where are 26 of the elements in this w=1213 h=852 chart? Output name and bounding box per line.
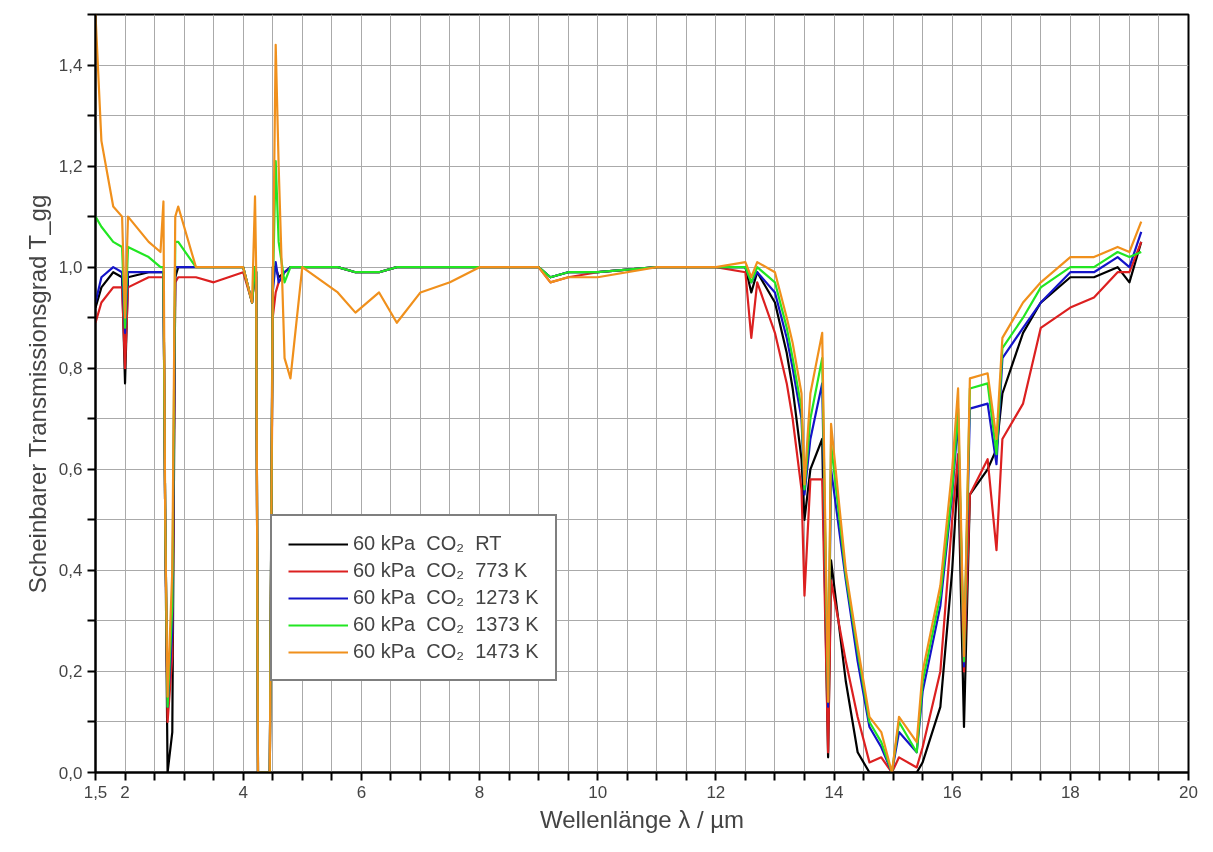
x-tick-label: 4 (238, 782, 248, 802)
y-tick-label: 0,0 (58, 763, 83, 783)
legend-label: 60 kPa CO₂ 1273 K (352, 586, 539, 610)
y-tick-label: 1,0 (58, 258, 83, 278)
y-tick-label: 0,2 (58, 662, 83, 682)
y-tick-label: 0,8 (58, 359, 83, 379)
y-tick-label: 0,6 (58, 460, 83, 480)
x-axis-title: Wellenlänge λ / µm (539, 805, 745, 833)
x-tick-label: 1,5 (83, 782, 108, 802)
x-tick-label: 14 (824, 782, 844, 802)
y-tick-label: 1,2 (58, 157, 83, 177)
x-tick-label: 12 (706, 782, 726, 802)
x-tick-label: 18 (1060, 782, 1080, 802)
legend-label: 60 kPa CO₂ 1473 K (352, 640, 539, 664)
x-tick-label: 8 (474, 782, 485, 802)
legend-label: 60 kPa CO₂ 1373 K (352, 613, 539, 637)
x-tick-label: 6 (356, 782, 367, 802)
legend-label: 60 kPa CO₂ RT (352, 532, 502, 556)
legend-label: 60 kPa CO₂ 773 K (352, 559, 528, 583)
y-tick-label: 1,4 (58, 56, 83, 76)
x-tick-label: 20 (1179, 782, 1198, 802)
x-tick-label: 16 (942, 782, 962, 802)
x-tick-label: 10 (588, 782, 608, 802)
y-axis-title: Scheinbarer Transmissionsgrad T_gg (23, 194, 51, 594)
y-tick-label: 0,4 (58, 561, 83, 581)
x-tick-label: 2 (120, 782, 130, 802)
